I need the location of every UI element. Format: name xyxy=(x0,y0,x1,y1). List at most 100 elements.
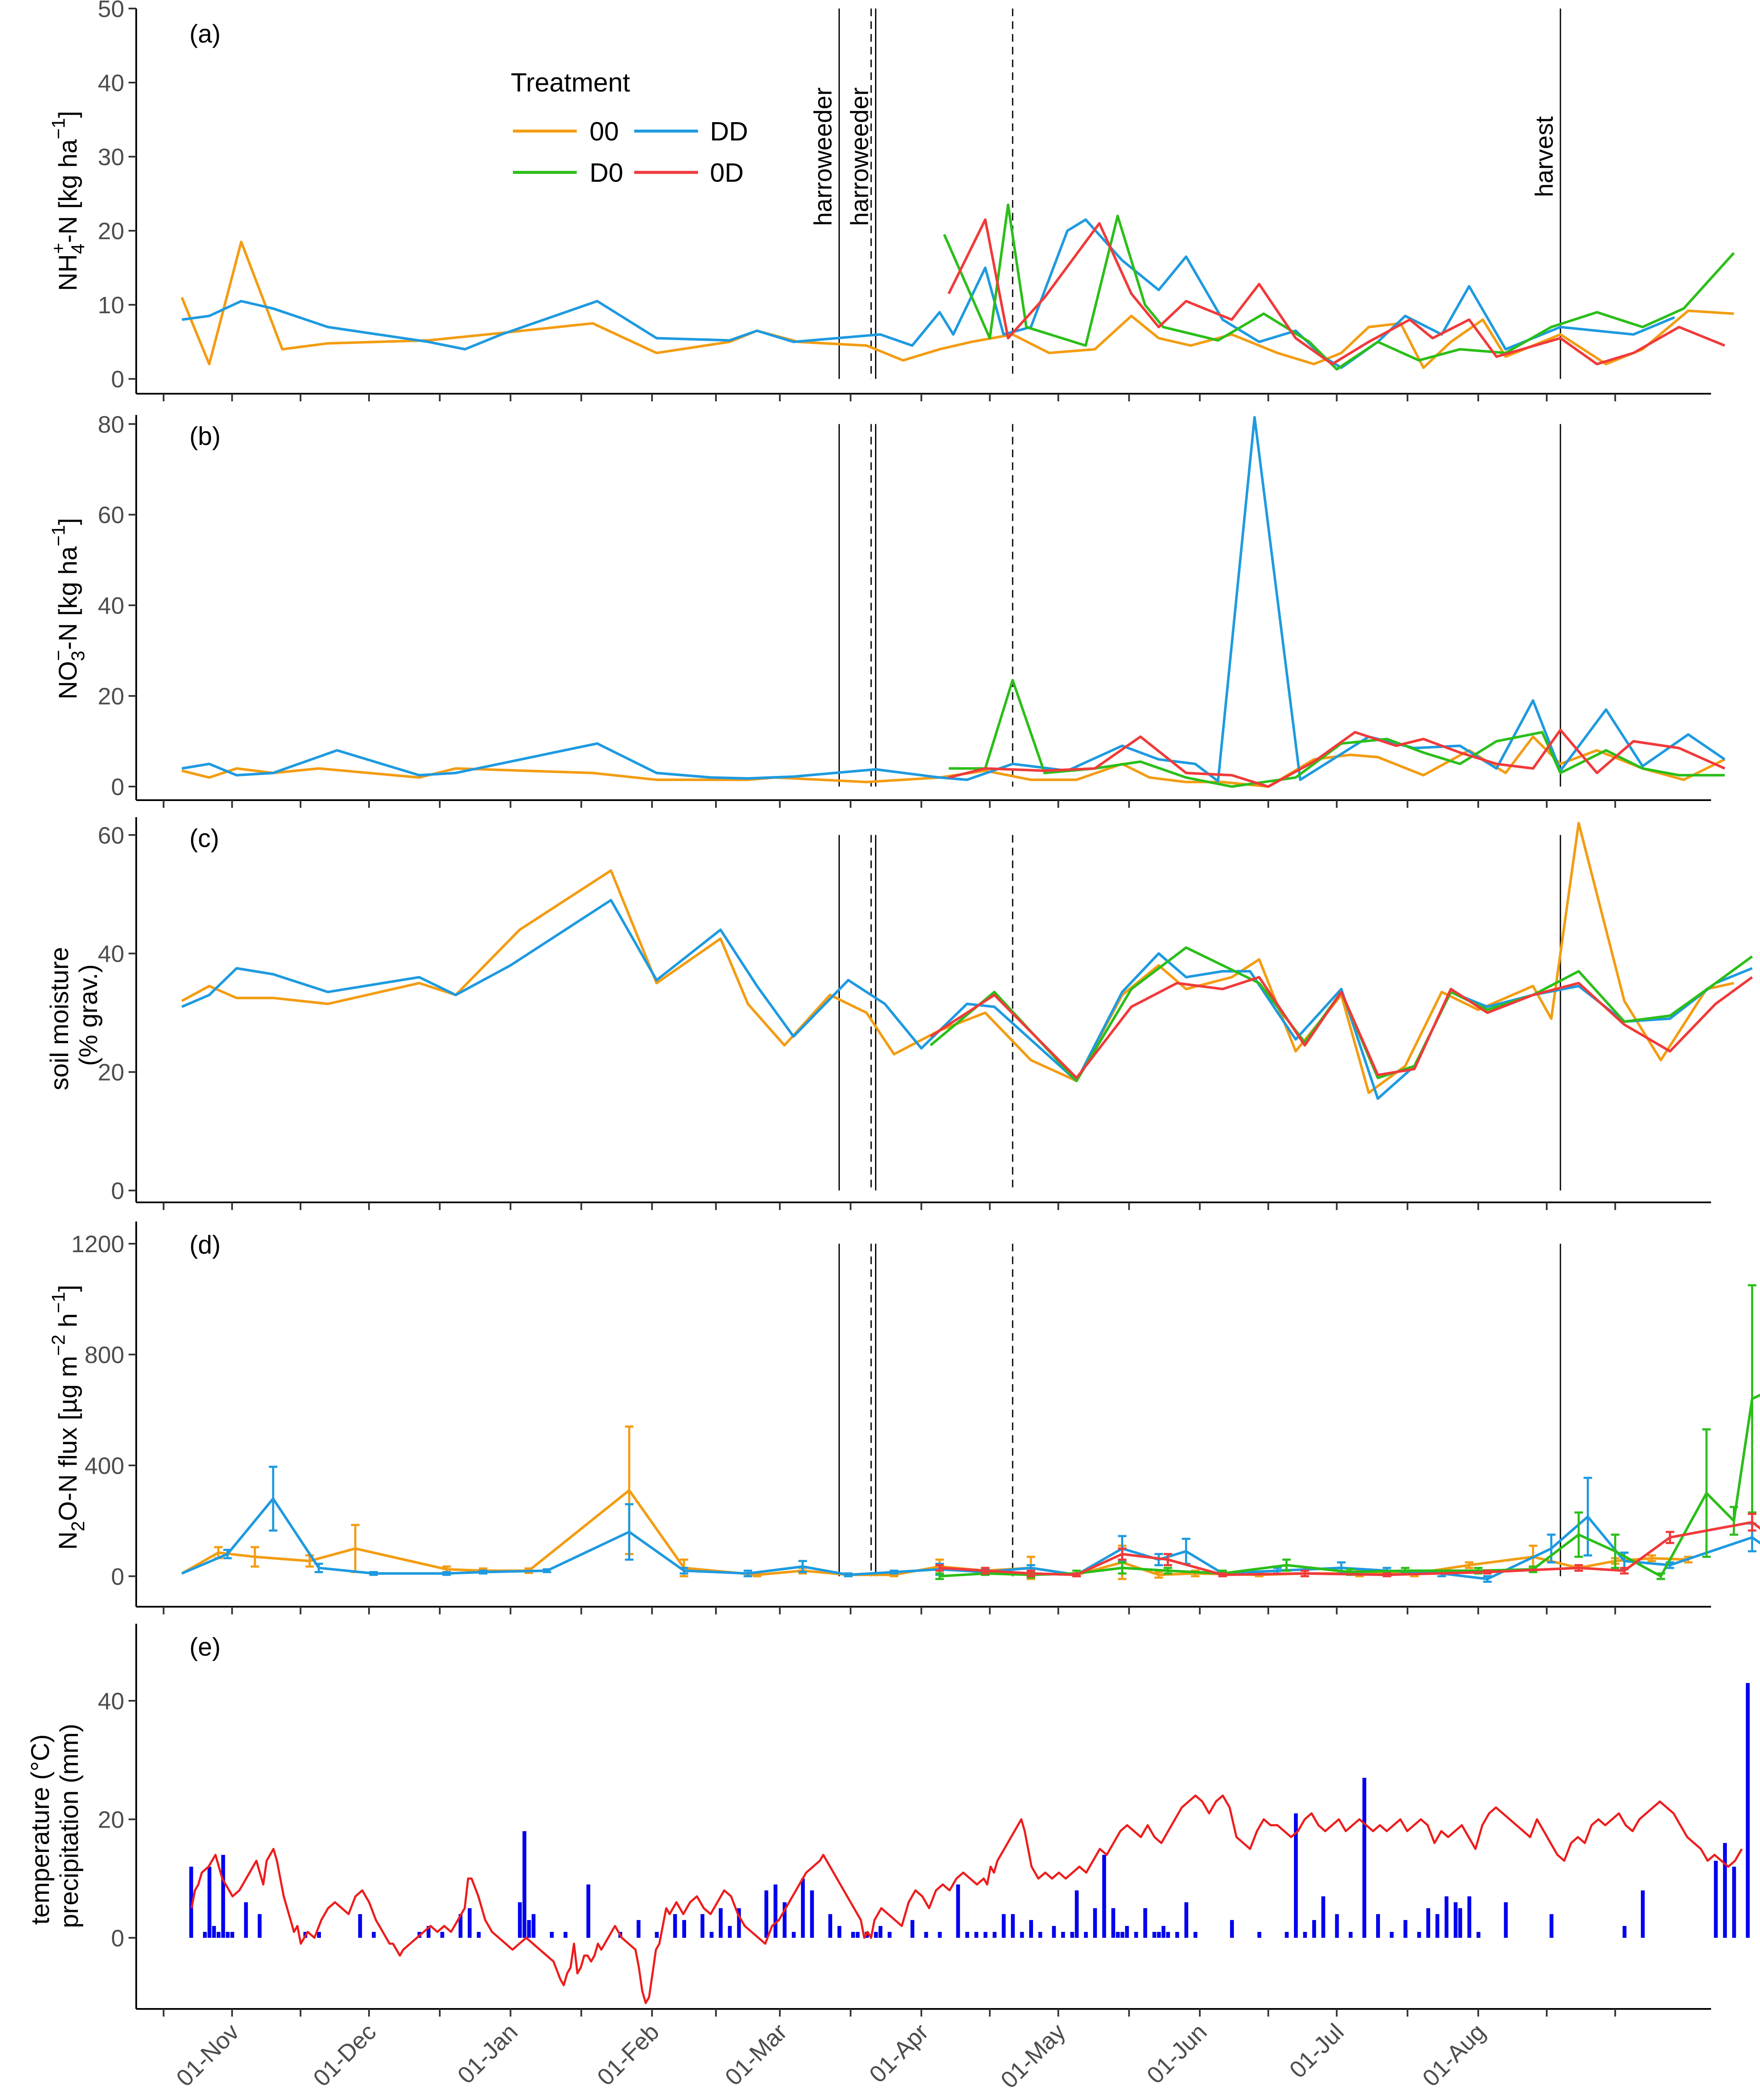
precipitation-bar xyxy=(728,1926,732,1938)
panel-d-event-lines xyxy=(839,1244,1561,1576)
y-tick-label: 60 xyxy=(98,822,124,849)
legend-label-D0: D0 xyxy=(590,158,623,188)
panel-c-event-lines xyxy=(839,835,1561,1191)
precipitation-bar xyxy=(1193,1932,1198,1938)
precipitation-bar xyxy=(1435,1914,1439,1938)
panel-d-y-axis-title: N2O-N flux [µg m−2 h−1] xyxy=(48,1285,89,1550)
panel-e-y-ticks: 0 20 40 xyxy=(98,1688,136,1951)
panel-d-y-ticks: 0 400 800 1200 xyxy=(71,1230,136,1590)
precipitation-bar xyxy=(527,1920,531,1938)
y-tick-label: 20 xyxy=(98,217,124,244)
series-line-00 xyxy=(180,240,1734,369)
precipitation-bar xyxy=(189,1866,193,1938)
precipitation-bar xyxy=(655,1932,659,1938)
precipitation-bar xyxy=(673,1914,677,1938)
precipitation-bar xyxy=(221,1855,225,1938)
precipitation-bar xyxy=(938,1932,942,1938)
event-label: harroweeder xyxy=(846,87,873,226)
panel-c: 0 20 40 60 (c) soil moisture (% grav.) xyxy=(45,817,1753,1210)
precipitation-bar xyxy=(1303,1932,1307,1938)
legend-label-0D: 0D xyxy=(710,158,744,188)
precipitation-bar xyxy=(910,1920,915,1938)
temperature-line xyxy=(190,1794,1743,2004)
precipitation-bar xyxy=(1285,1932,1289,1938)
precipitation-bar xyxy=(1376,1914,1380,1938)
precipitation-bar xyxy=(974,1932,979,1938)
precipitation-bar xyxy=(1093,1908,1097,1938)
y-tick-label: 0 xyxy=(111,1177,124,1204)
precipitation-bar xyxy=(773,1884,778,1938)
y-tick-label: 0 xyxy=(111,1563,124,1590)
precipitation-bar xyxy=(956,1884,960,1938)
series-line-0D xyxy=(930,976,1753,1079)
panel-c-label: (c) xyxy=(189,824,219,853)
panel-b-y-axis-title: NO3−-N [kg ha−1] xyxy=(48,518,89,699)
panel-a-label: (a) xyxy=(189,20,220,48)
legend-label-DD: DD xyxy=(710,117,748,146)
precipitation-bar xyxy=(1070,1932,1074,1938)
y-tick-label: 10 xyxy=(98,292,124,318)
series-line-DD xyxy=(181,898,1753,1100)
precipitation-bar xyxy=(244,1902,248,1938)
precipitation-bar xyxy=(856,1932,860,1938)
y-tick-label: 40 xyxy=(98,1688,124,1714)
y-tick-label: 60 xyxy=(98,501,124,528)
panel-a-x-ticks xyxy=(163,394,1616,401)
precipitation-bar xyxy=(1157,1932,1161,1938)
precipitation-bar xyxy=(810,1890,814,1938)
precipitation-bar xyxy=(1403,1920,1408,1938)
precipitation-bar xyxy=(564,1932,568,1938)
y-tick-label: 30 xyxy=(98,143,124,170)
panel-c-y-axis-title: soil moisture (% grav.) xyxy=(45,940,103,1090)
panel-e-y-axis-title: temperature (°C) precipitation (mm) xyxy=(26,1724,83,1928)
series-line-DD xyxy=(181,1497,1760,1580)
precipitation-bar xyxy=(1038,1932,1042,1938)
precipitation-bar xyxy=(1102,1855,1106,1938)
series-line-D0 xyxy=(949,678,1725,788)
precipitation-bar xyxy=(1732,1866,1736,1938)
precipitation-bar xyxy=(532,1914,536,1938)
legend-title: Treatment xyxy=(511,68,630,97)
precipitation-bar xyxy=(782,1902,787,1938)
precipitation-bar xyxy=(1143,1908,1148,1938)
y-tick-label: 50 xyxy=(98,0,124,22)
precipitation-bar xyxy=(851,1932,855,1938)
panel-b-series xyxy=(181,416,1726,788)
precipitation-bar xyxy=(1477,1932,1481,1938)
panel-b: 0 20 40 60 80 (b) NO3−-N [kg ha−1] xyxy=(48,411,1726,808)
precipitation-bar xyxy=(1257,1932,1262,1938)
precipitation-bar xyxy=(1175,1932,1179,1938)
precipitation-bar xyxy=(1075,1890,1079,1938)
y-tick-label: 40 xyxy=(98,69,124,96)
precipitation-bar xyxy=(1184,1902,1188,1938)
precipitation-bar xyxy=(230,1932,235,1938)
precipitation-bar xyxy=(217,1932,221,1938)
precipitation-bar xyxy=(1020,1932,1024,1938)
panel-a-y-axis-title: NH4+-N [kg ha−1] xyxy=(48,111,89,291)
series-line-D0 xyxy=(943,203,1735,371)
precipitation-bar xyxy=(1549,1914,1554,1938)
precipitation-bar xyxy=(1623,1926,1627,1938)
y-tick-label: 0 xyxy=(111,773,124,800)
precipitation-bar xyxy=(477,1932,481,1938)
precipitation-bar xyxy=(1641,1890,1645,1938)
panel-e-label: (e) xyxy=(189,1633,220,1661)
y-tick-label: 40 xyxy=(98,940,124,967)
precipitation-bar xyxy=(1111,1908,1116,1938)
series-line-0D xyxy=(948,729,1726,788)
precipitation-bar xyxy=(1444,1896,1448,1938)
event-label: harvest xyxy=(1531,116,1558,197)
event-label: harroweeder xyxy=(810,87,837,226)
precipitation-bar xyxy=(993,1932,997,1938)
precipitation-bar xyxy=(458,1914,463,1938)
precipitation-bar xyxy=(700,1914,704,1938)
precipitation-bar xyxy=(983,1932,987,1938)
panel-b-y-ticks: 0 20 40 60 80 xyxy=(98,411,136,800)
y-tick-label: 20 xyxy=(98,1059,124,1086)
precipitation-bar xyxy=(1362,1778,1366,1938)
legend-label-00: 00 xyxy=(590,117,619,146)
precipitation-bar xyxy=(1723,1843,1727,1938)
precipitation-bar xyxy=(258,1914,262,1938)
precipitation-bar xyxy=(1029,1920,1033,1938)
